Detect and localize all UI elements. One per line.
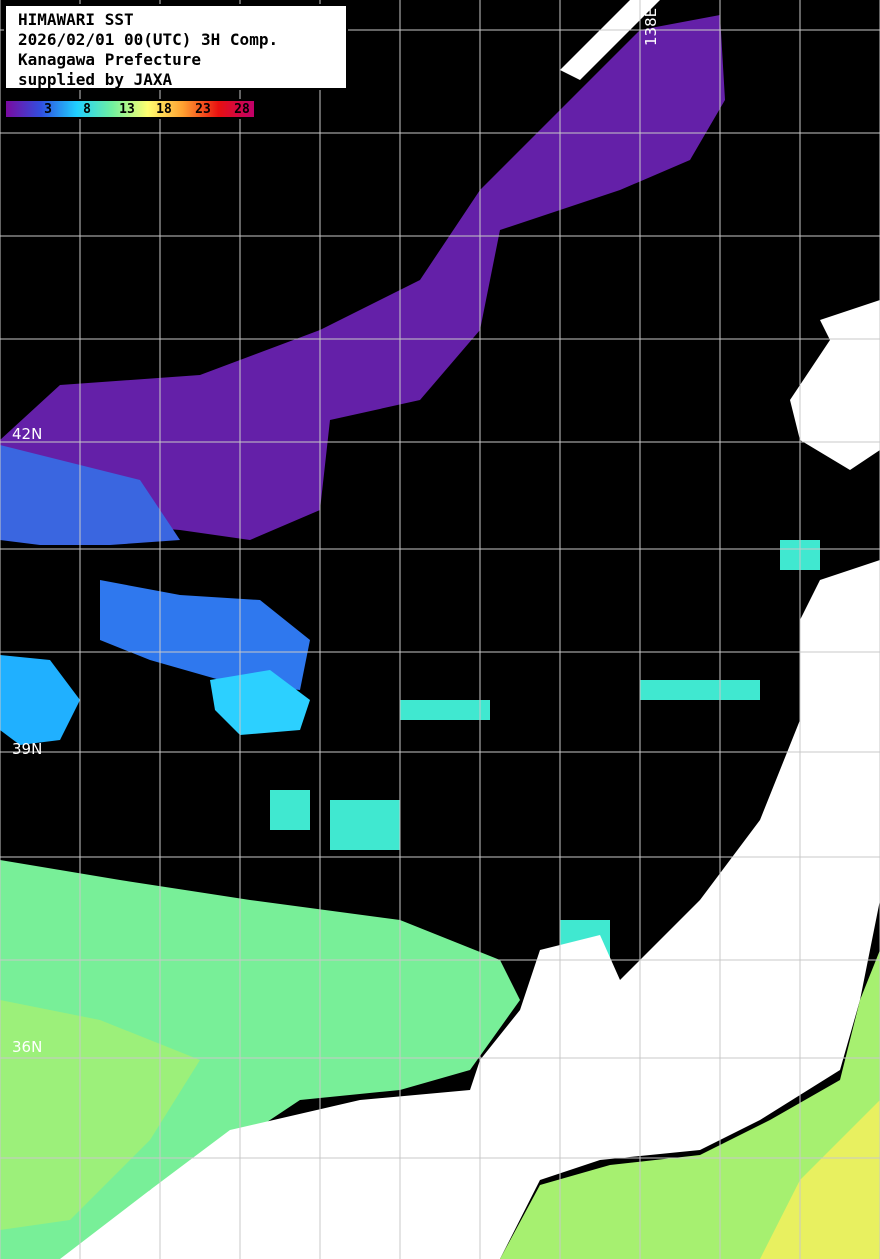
sst-region-cold bbox=[0, 15, 725, 540]
color-scale-bar: 3 8 13 18 23 28 bbox=[4, 99, 256, 119]
region-line: Kanagawa Prefecture bbox=[18, 50, 202, 69]
sst-region-blue bbox=[100, 580, 310, 690]
sst-region-cyan bbox=[210, 670, 310, 735]
title-box: HIMAWARI SST 2026/02/01 00(UTC) 3H Comp.… bbox=[4, 4, 348, 90]
scale-tick: 8 bbox=[83, 102, 91, 117]
latitude-label: 42N bbox=[12, 425, 43, 443]
sst-region-cyan bbox=[0, 655, 80, 745]
sst-region-warm bbox=[760, 1100, 880, 1259]
sst-region-pacific bbox=[500, 950, 880, 1259]
scale-tick: 3 bbox=[44, 102, 52, 117]
scale-tick: 23 bbox=[195, 102, 211, 117]
longitude-label: 138E bbox=[642, 7, 660, 46]
land-honshu bbox=[60, 560, 880, 1259]
scale-tick: 13 bbox=[119, 102, 135, 117]
latitude-label: 39N bbox=[12, 740, 43, 758]
land-top bbox=[560, 0, 660, 80]
title-line: HIMAWARI SST bbox=[18, 10, 134, 29]
land-north bbox=[790, 300, 880, 470]
scale-tick: 28 bbox=[234, 102, 250, 117]
credit-line: supplied by JAXA bbox=[18, 70, 173, 89]
scale-tick: 18 bbox=[156, 102, 172, 117]
datetime-line: 2026/02/01 00(UTC) 3H Comp. bbox=[18, 30, 279, 49]
latitude-label: 36N bbox=[12, 1038, 43, 1056]
sst-region-blue bbox=[0, 445, 180, 545]
